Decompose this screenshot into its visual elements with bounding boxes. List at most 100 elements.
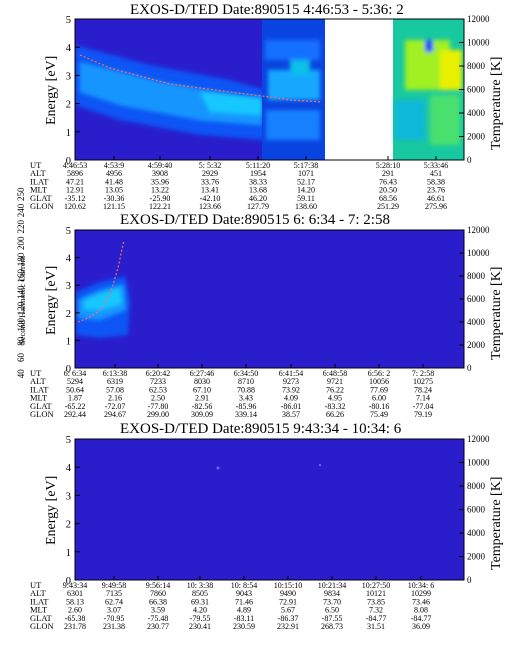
- panel-1-temperature-trace: [79, 54, 323, 103]
- table-cell: 33.76: [201, 177, 219, 186]
- y-tick-label: 4: [66, 463, 72, 474]
- table-cell: 73.70: [323, 597, 341, 606]
- table-cell: 230.41: [189, 622, 211, 631]
- table-cell: 8.08: [414, 606, 428, 615]
- y-tick-label: 4: [66, 254, 72, 265]
- y-right-tick-label: 2000: [467, 132, 486, 142]
- table-cell: 7: 2:58: [412, 369, 434, 378]
- table-cell: 5:17:38: [294, 161, 318, 170]
- panel-1-heatmap: [75, 19, 464, 160]
- panel-1-b-band-4: [290, 60, 310, 75]
- table-cell: -80.16: [369, 402, 390, 411]
- table-cell: -87.55: [322, 614, 343, 623]
- table-cell: 4.89: [237, 606, 251, 615]
- table-row-label: GLON: [30, 409, 54, 419]
- panel-1-axes: 0 1 2 3 4 5 0 2000 4000 6000 8000 10000 12000: [66, 14, 490, 167]
- table-cell: 12.91: [66, 186, 84, 195]
- panel-2: EXOS-D/TED Date:890515 6: 6:34 - 7: 2:58…: [30, 212, 504, 419]
- panel-3-background: [75, 439, 464, 580]
- table-cell: 5:28:10: [376, 161, 400, 170]
- table-cell: 10056: [369, 377, 389, 386]
- panel-2-title: EXOS-D/TED Date:890515 6: 6:34 - 7: 2:58: [120, 212, 390, 228]
- table-cell: 10:15:10: [274, 581, 302, 590]
- table-cell: -77.04: [413, 402, 434, 411]
- y-tick-label: 0: [66, 156, 71, 167]
- table-row-label: ILAT: [30, 596, 49, 606]
- colorbar-tick-label: 40: [16, 369, 26, 379]
- panel-1-region-c-texture: [395, 40, 462, 145]
- table-cell: 10299: [411, 589, 431, 598]
- y-right-tick-label: 6000: [467, 294, 486, 304]
- table-cell: 6:41:54: [279, 369, 303, 378]
- table-cell: 230.59: [233, 622, 255, 631]
- table-cell: 121.15: [103, 202, 125, 211]
- table-cell: 3.07: [107, 606, 121, 615]
- table-cell: 68.56: [379, 194, 397, 203]
- table-cell: 9834: [324, 589, 340, 598]
- y-tick-label: 0: [66, 576, 71, 587]
- table-cell: -77.80: [148, 402, 169, 411]
- table-cell: 2.16: [108, 394, 122, 403]
- y-tick-label: 3: [66, 71, 71, 82]
- y-right-tick-label: 12000: [467, 434, 490, 444]
- table-cell: 73.46: [412, 597, 430, 606]
- table-cell: 231.78: [64, 622, 86, 631]
- y-right-tick-label: 4000: [467, 317, 486, 327]
- colorbar-tick-label: 180: [16, 252, 26, 266]
- table-cell: 2.60: [68, 606, 82, 615]
- panel-1-ylabel-right: Temperature [K]: [489, 57, 504, 150]
- table-cell: 9490: [280, 589, 296, 598]
- table-cell: 292.44: [64, 410, 86, 419]
- table-cell: 38.57: [282, 410, 300, 419]
- y-right-tick-label: 8000: [467, 271, 486, 281]
- y-tick-label: 1: [66, 548, 71, 559]
- y-right-tick-label: 4000: [467, 528, 486, 538]
- table-cell: 10:34: 6: [408, 581, 434, 590]
- panel-2-ylabel: Energy [eV]: [44, 266, 59, 335]
- table-cell: 1.87: [68, 394, 82, 403]
- panel-1-b-band-1: [265, 40, 320, 60]
- panel-2-ion-inner: [84, 288, 122, 310]
- colorbar-tick-label: 100: [16, 318, 26, 332]
- table-row-label: UT: [30, 368, 42, 378]
- table-cell: 230.77: [147, 622, 169, 631]
- table-cell: -42.10: [200, 194, 221, 203]
- table-cell: 2.91: [195, 394, 209, 403]
- table-cell: 13.05: [105, 186, 123, 195]
- panel-3-speck-2: [318, 463, 322, 467]
- table-cell: 291: [382, 169, 394, 178]
- table-cell: -75.48: [148, 614, 169, 623]
- table-cell: 4956: [106, 169, 122, 178]
- panel-3-axes: 0 1 2 3 4 5 0 2000 4000 6000 8000 10000 12000: [66, 434, 490, 587]
- table-cell: 47.21: [66, 177, 84, 186]
- table-cell: 122.21: [149, 202, 171, 211]
- y-tick-label: 5: [66, 226, 71, 237]
- colorbar-tick-label: 120: [16, 301, 26, 315]
- table-row-label: GLON: [30, 621, 54, 631]
- y-tick-label: 5: [66, 435, 71, 446]
- y-right-tick-label: 0: [467, 575, 472, 585]
- table-cell: 71.46: [235, 597, 253, 606]
- table-cell: 6:34:50: [234, 369, 258, 378]
- table-cell: 8710: [238, 377, 254, 386]
- table-cell: 1954: [250, 169, 266, 178]
- panel-3-heatmap: [75, 439, 464, 580]
- table-cell: 7135: [106, 589, 122, 598]
- table-cell: 76.43: [379, 177, 397, 186]
- y-tick-label: 1: [66, 128, 71, 139]
- y-right-tick-label: 2000: [467, 552, 486, 562]
- colorbar: 40 60 80 100 120 140 160 180 200 220 240 250 Second…: [16, 187, 27, 378]
- table-cell: -83.11: [234, 614, 254, 623]
- table-cell: 6.50: [325, 606, 339, 615]
- table-cell: 4:53:9: [104, 161, 124, 170]
- table-row-label: MLT: [30, 605, 48, 615]
- table-cell: -35.12: [65, 194, 86, 203]
- table-cell: -84.77: [366, 614, 387, 623]
- table-cell: 69.31: [191, 597, 209, 606]
- panel-1-c-band-4: [430, 95, 460, 145]
- table-cell: 10121: [366, 589, 386, 598]
- table-cell: 9:43:34: [63, 581, 87, 590]
